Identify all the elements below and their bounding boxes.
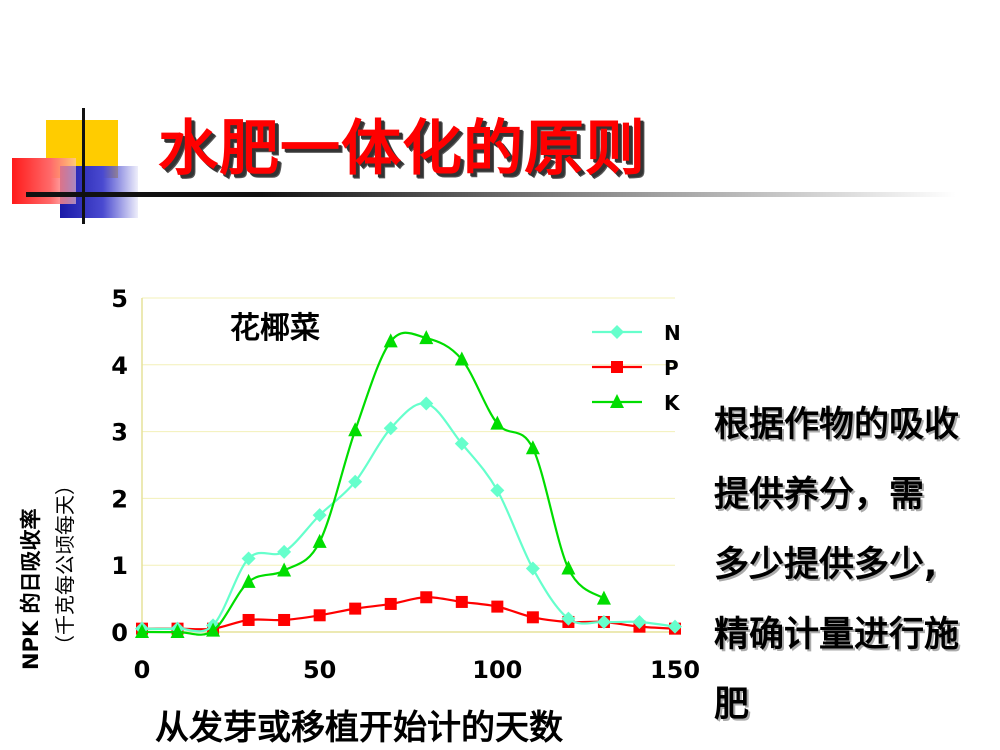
y-tick-label: 0: [111, 619, 128, 647]
data-point-K: [241, 573, 256, 588]
data-point-P: [278, 613, 291, 626]
data-point-K: [312, 533, 327, 548]
x-axis-label: 从发芽或移植开始计的天数: [155, 708, 563, 748]
side-text-line: 多少提供多少,: [714, 545, 938, 585]
data-point-P: [384, 597, 397, 610]
x-tick-label: 0: [134, 656, 151, 684]
data-point-P: [242, 613, 255, 626]
series-K: [135, 330, 611, 638]
data-point-K: [206, 622, 221, 637]
legend-label: K: [664, 391, 681, 415]
legend-item-P: P: [592, 356, 679, 380]
decor-vertical-line: [82, 108, 85, 224]
y-tick-label: 5: [111, 285, 128, 313]
legend-marker: [610, 394, 624, 408]
data-point-K: [561, 560, 576, 575]
series-line-K: [141, 331, 605, 636]
data-point-N: [348, 474, 363, 489]
data-point-N: [596, 614, 611, 629]
data-point-N: [490, 483, 505, 498]
series-layer: [135, 330, 682, 638]
data-point-N: [561, 611, 576, 626]
data-point-K: [348, 422, 363, 437]
data-point-K: [277, 562, 292, 577]
data-point-P: [526, 611, 539, 624]
data-point-K: [525, 440, 540, 455]
data-point-N: [632, 614, 647, 629]
data-point-K: [596, 590, 611, 605]
series-P: [136, 591, 681, 635]
data-point-K: [170, 624, 185, 638]
y-axis-label: NPK 的日吸收率: [19, 508, 43, 670]
data-point-K: [383, 333, 398, 348]
x-tick-label: 50: [303, 656, 336, 684]
data-point-N: [668, 619, 682, 634]
slide-title: 水肥一体化的原则: [158, 114, 646, 184]
y-tick-label: 4: [111, 352, 128, 380]
decor-title-underline: [26, 192, 956, 197]
y-tick-label: 3: [111, 419, 128, 447]
chart-legend: NPK: [592, 321, 681, 415]
data-point-K: [419, 330, 434, 345]
legend-label: N: [664, 321, 681, 345]
legend-marker: [611, 361, 623, 373]
data-point-N: [454, 436, 469, 451]
side-text-line: 根据作物的吸收: [714, 405, 960, 445]
data-point-N: [241, 551, 256, 566]
x-tick-label: 150: [650, 656, 700, 684]
data-point-P: [491, 600, 504, 613]
decor-red-square: [12, 158, 76, 204]
grid-lines: [142, 297, 675, 633]
data-point-K: [135, 624, 149, 638]
side-text-line: 肥: [714, 685, 750, 725]
x-tick-label: 100: [472, 656, 522, 684]
data-point-N: [312, 508, 327, 523]
data-point-P: [420, 591, 433, 604]
data-point-K: [490, 415, 505, 430]
side-text-line: 精确计量进行施: [714, 615, 960, 655]
series-line-N: [141, 402, 676, 633]
chart-title: 花椰菜: [230, 311, 320, 346]
legend-marker: [610, 325, 624, 339]
data-point-N: [277, 544, 292, 559]
data-point-K: [454, 351, 469, 366]
data-point-P: [455, 595, 468, 608]
legend-label: P: [664, 356, 679, 380]
data-point-P: [313, 609, 326, 622]
series-line-P: [141, 596, 676, 631]
y-axis-unit: （千克每公顷每天）: [53, 475, 77, 655]
data-point-N: [419, 396, 434, 411]
y-tick-label: 2: [111, 485, 128, 513]
y-tick-label: 1: [111, 552, 128, 580]
legend-item-N: N: [592, 321, 681, 345]
data-point-P: [349, 602, 362, 615]
side-description: 根据作物的吸收 提供养分，需 多少提供多少, 精确计量进行施 肥: [714, 390, 994, 740]
data-point-N: [383, 421, 398, 436]
side-text-line: 提供养分，需: [714, 475, 925, 515]
legend-item-K: K: [592, 391, 681, 415]
data-point-N: [525, 561, 540, 576]
